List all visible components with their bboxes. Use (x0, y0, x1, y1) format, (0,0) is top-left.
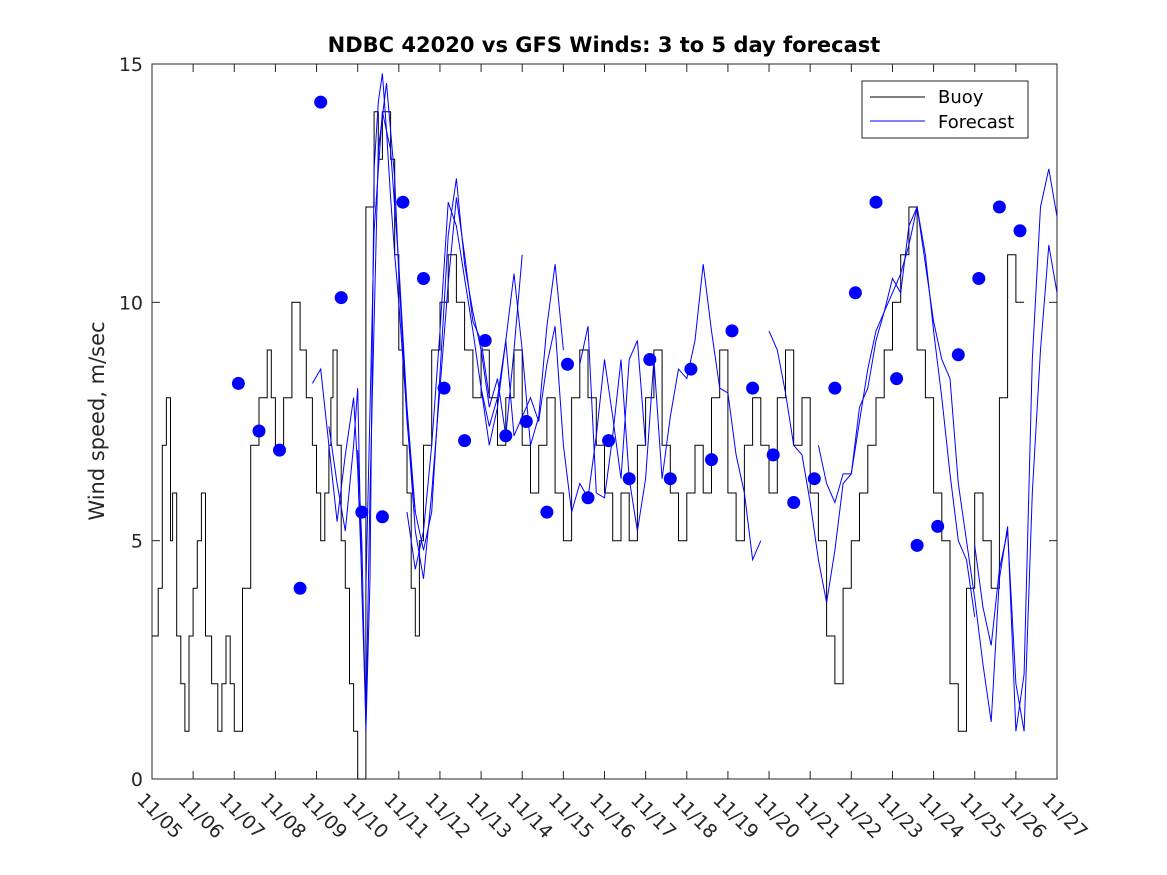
buoy-series (152, 111, 1025, 780)
forecast-marker (561, 357, 574, 371)
y-tick-label: 0 (131, 769, 143, 791)
forecast-marker (746, 381, 760, 395)
forecast-line-9 (817, 168, 1058, 732)
y-tick-label: 10 (119, 292, 143, 314)
forecast-marker (273, 443, 286, 457)
forecast-marker (705, 453, 718, 467)
axes-box (151, 63, 1058, 780)
forecast-marker (663, 472, 677, 486)
forecast-line-1 (311, 367, 363, 579)
forecast-marker (643, 353, 657, 366)
legend-box (861, 80, 1029, 139)
y-tick-label: 15 (119, 54, 143, 76)
forecast-line-7 (579, 264, 762, 562)
forecast-marker (314, 95, 328, 109)
forecast-marker (684, 362, 698, 376)
chart-title: NDBC 42020 vs GFS Winds: 3 to 5 day fore… (328, 33, 881, 57)
buoy-line (152, 111, 1025, 780)
forecast-marker (951, 348, 965, 362)
forecast-marker (828, 381, 842, 395)
y-axis: 0 5 10 15 (119, 54, 1057, 791)
forecast-marker (992, 200, 1006, 214)
legend-forecast-label: Forecast (938, 112, 1014, 133)
forecast-line-4 (365, 111, 523, 589)
forecast-marker (252, 424, 266, 438)
legend: Buoy Forecast (861, 80, 1029, 139)
forecast-line-6 (480, 326, 647, 513)
y-tick-label: 5 (131, 531, 143, 553)
forecast-marker (602, 434, 616, 448)
forecast-marker (807, 472, 821, 486)
forecast-marker (581, 491, 595, 505)
forecast-line-10 (974, 245, 1058, 732)
forecast-marker (848, 286, 862, 300)
forecast-marker (910, 538, 924, 552)
forecast-marker (293, 581, 307, 595)
legend-buoy-label: Buoy (938, 87, 984, 108)
forecast-markers (231, 95, 1027, 595)
forecast-marker (972, 272, 986, 285)
forecast-marker (355, 505, 369, 519)
forecast-marker (375, 510, 389, 524)
forecast-marker (334, 291, 348, 305)
forecast-marker (519, 415, 533, 428)
forecast-marker (766, 448, 780, 462)
forecast-marker (869, 195, 883, 209)
forecast-line-5 (406, 202, 564, 570)
forecast-marker (890, 372, 904, 386)
forecast-marker (622, 472, 636, 486)
forecast-marker (437, 381, 451, 395)
forecast-marker (725, 324, 739, 338)
forecast-marker (787, 496, 801, 509)
forecast-marker (931, 519, 945, 533)
forecast-series (311, 73, 1058, 732)
forecast-marker (478, 334, 492, 347)
forecast-marker (231, 376, 245, 390)
forecast-line-8 (768, 206, 976, 617)
forecast-marker (499, 429, 513, 443)
forecast-marker (417, 272, 430, 285)
forecast-marker (540, 505, 554, 519)
y-axis-label: Wind speed, m/sec (85, 321, 109, 520)
forecast-marker (458, 434, 472, 448)
forecast-marker (1013, 224, 1027, 238)
forecast-marker (396, 195, 410, 209)
